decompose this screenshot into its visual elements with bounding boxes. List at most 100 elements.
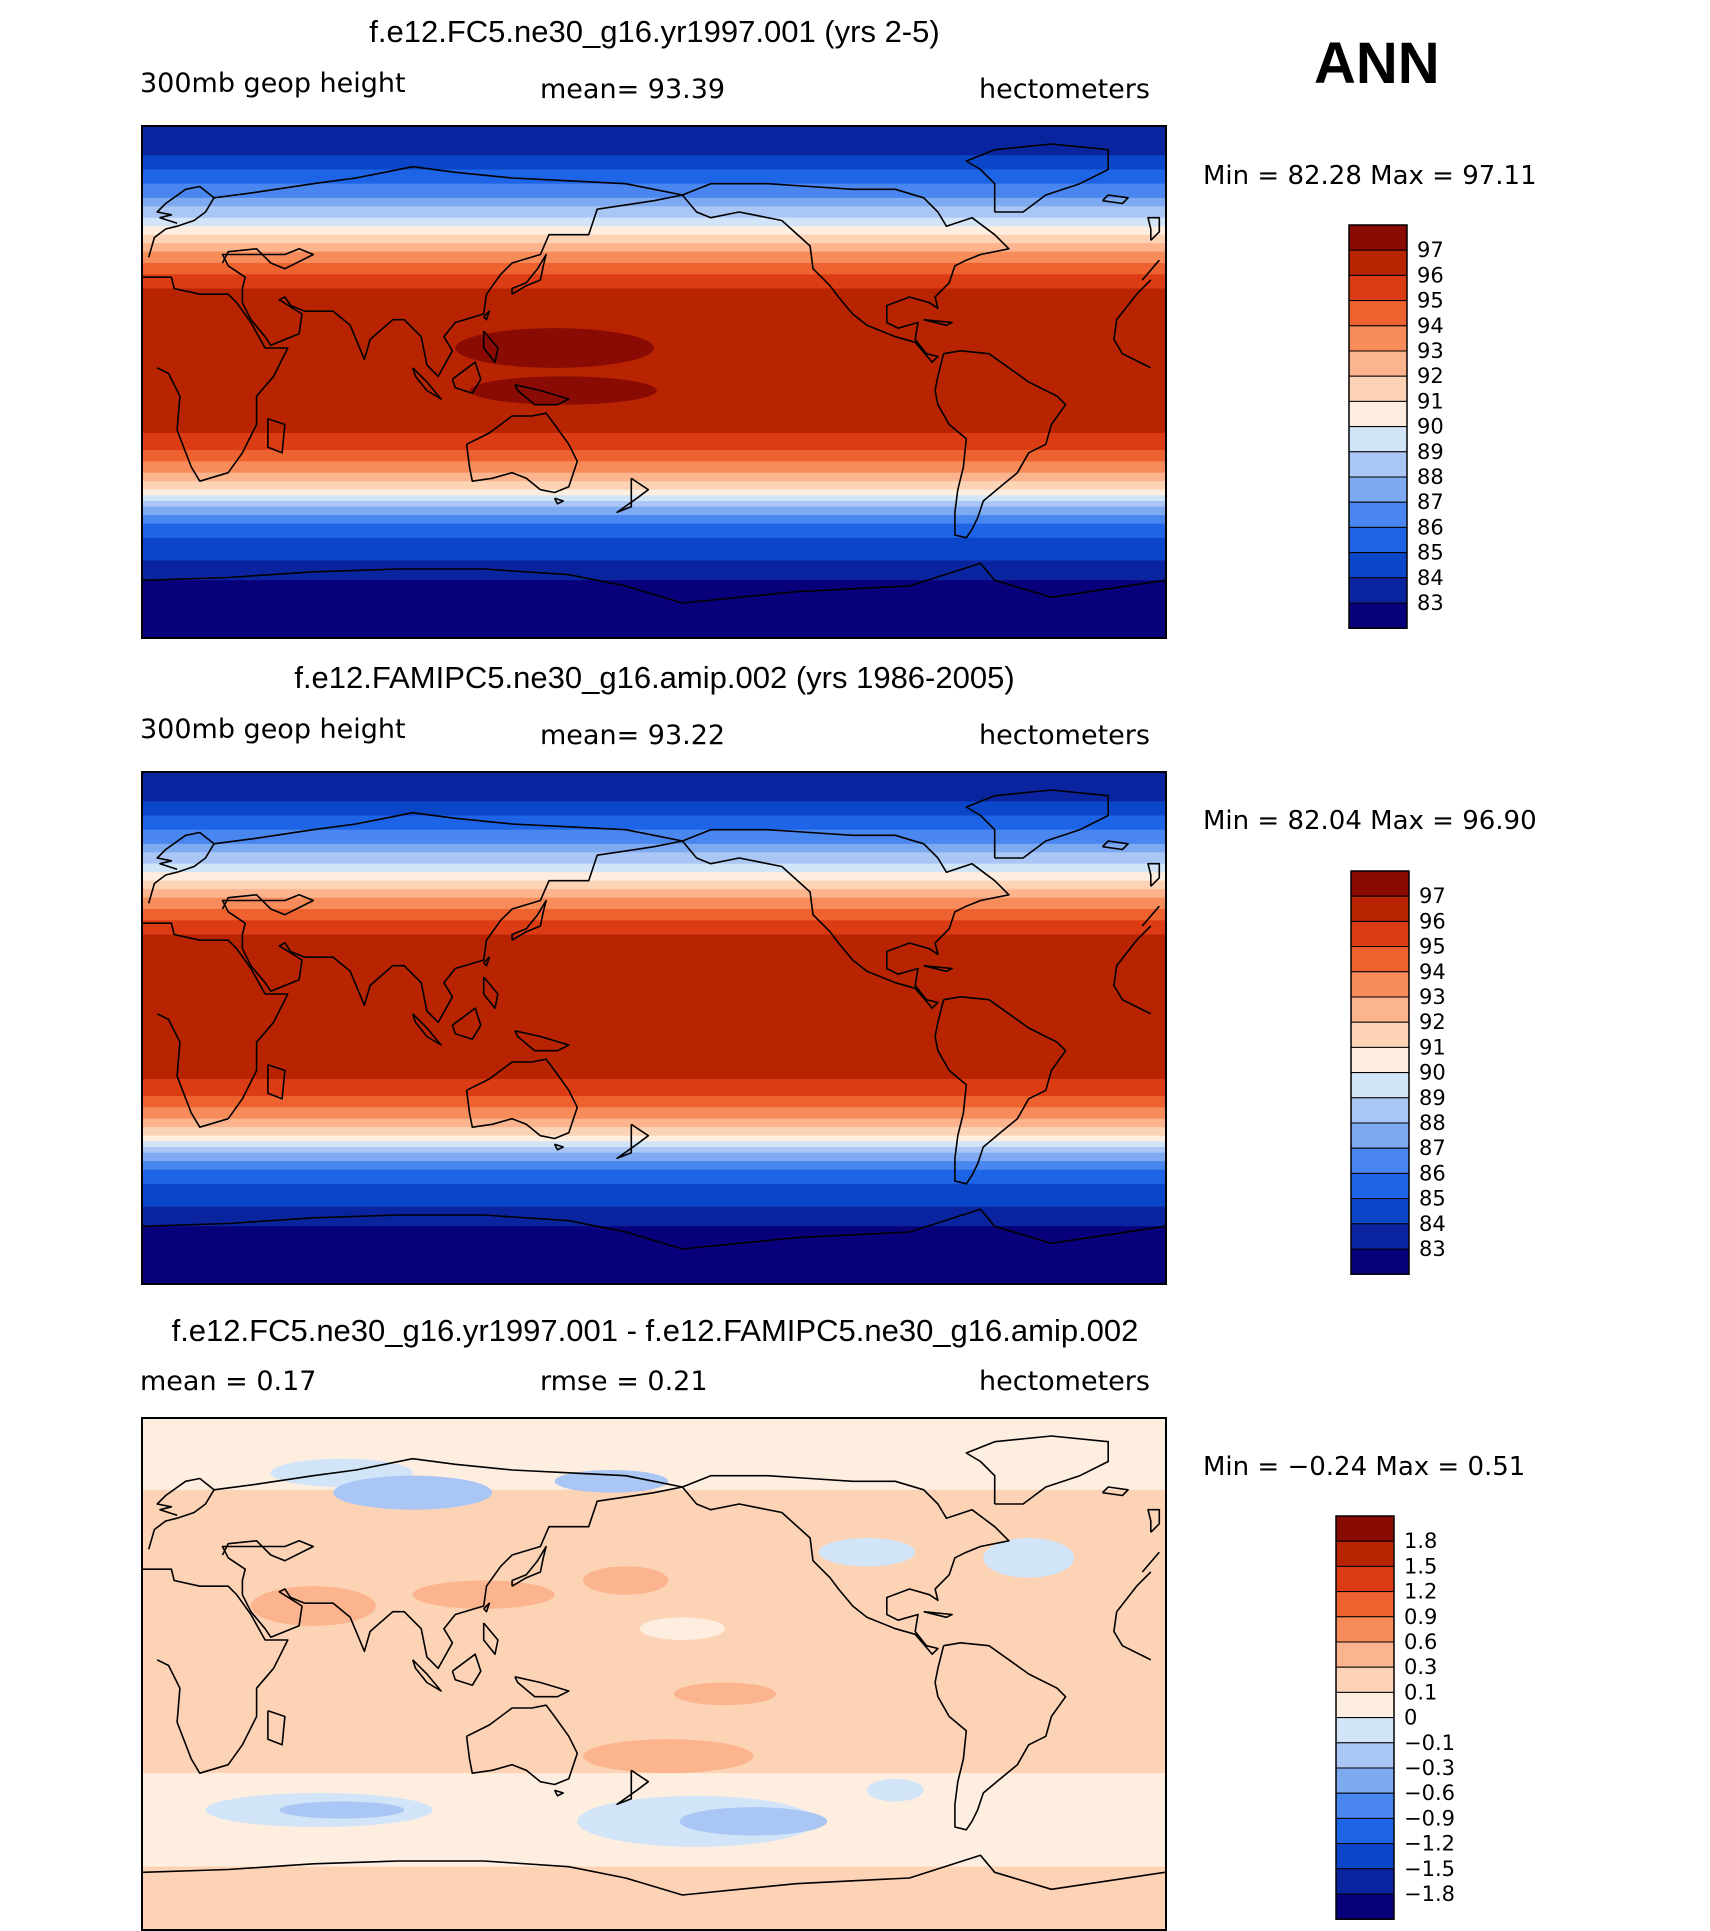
coastline bbox=[482, 330, 499, 363]
colorbar-tick-label: 87 bbox=[1417, 490, 1444, 514]
coastline bbox=[965, 789, 1109, 859]
colorbar-frame bbox=[1350, 870, 1410, 1275]
colorbar-swatch bbox=[1335, 1515, 1395, 1542]
colorbar-tick-label: 96 bbox=[1417, 263, 1444, 287]
colorbar-swatch bbox=[1335, 1817, 1395, 1845]
contour-band bbox=[143, 206, 1165, 219]
colorbar-swatch bbox=[1348, 300, 1408, 327]
coastline bbox=[616, 1769, 650, 1806]
coastline bbox=[465, 412, 579, 494]
panel-2-title: f.e12.FAMIPC5.ne30_g16.amip.002 (yrs 198… bbox=[294, 660, 1015, 695]
coastline bbox=[511, 1545, 547, 1587]
coastline bbox=[681, 1474, 1010, 1655]
coastline bbox=[1101, 840, 1129, 851]
contour-band bbox=[143, 1866, 1165, 1929]
contour-band bbox=[143, 450, 1165, 462]
contour-band bbox=[143, 897, 1165, 910]
panel-1-units-label: hectometers bbox=[979, 74, 1150, 105]
colorbar-swatch bbox=[1350, 996, 1410, 1023]
contour-band bbox=[143, 815, 1165, 831]
colorbar-tick-label: 87 bbox=[1419, 1136, 1446, 1160]
colorbar-tick-label: 0 bbox=[1404, 1706, 1417, 1730]
panel-1-minmax: Min = 82.28 Max = 97.11 bbox=[1203, 161, 1537, 191]
colorbar-swatch bbox=[1335, 1691, 1395, 1719]
contour-band bbox=[143, 909, 1165, 921]
contour-band bbox=[143, 1135, 1165, 1142]
contour-band bbox=[143, 1141, 1165, 1148]
colorbar-swatch bbox=[1350, 920, 1410, 948]
contour-band bbox=[143, 243, 1165, 253]
contour-band bbox=[143, 127, 1165, 156]
coastline bbox=[147, 1477, 1160, 1573]
colorbar-tick-label: 93 bbox=[1419, 985, 1446, 1009]
panel-1-map-svg bbox=[143, 127, 1165, 637]
coastline bbox=[143, 1568, 1152, 1774]
coastline bbox=[465, 1058, 579, 1140]
contour-band bbox=[143, 501, 1165, 508]
coastline bbox=[483, 1602, 491, 1613]
coastline bbox=[923, 318, 953, 327]
coastline bbox=[451, 1653, 482, 1687]
colorbar-tick-label: 93 bbox=[1417, 339, 1444, 363]
coastline bbox=[451, 1007, 482, 1041]
colorbar-swatch bbox=[1335, 1893, 1395, 1920]
colorbar-swatch bbox=[1350, 895, 1410, 922]
coastlines bbox=[143, 143, 1165, 604]
colorbar-frame bbox=[1335, 1515, 1395, 1920]
colorbar-tick-label: 97 bbox=[1417, 238, 1444, 262]
colorbar-swatch bbox=[1350, 1147, 1410, 1174]
coastlines bbox=[143, 1435, 1165, 1896]
coastline bbox=[923, 964, 953, 973]
coastline bbox=[681, 828, 1010, 1009]
coastline bbox=[965, 1435, 1109, 1505]
coastline bbox=[934, 996, 1067, 1185]
colorbar-swatch bbox=[1348, 526, 1408, 554]
colorbar-tick-label: 0.6 bbox=[1404, 1630, 1437, 1654]
contour-band bbox=[143, 183, 1165, 199]
contour-anomaly bbox=[250, 1586, 376, 1626]
colorbar-swatch bbox=[1348, 400, 1408, 428]
coastline bbox=[267, 418, 286, 454]
colorbar-swatch bbox=[1348, 476, 1408, 503]
colorbar-tick-label: 86 bbox=[1419, 1161, 1446, 1185]
colorbar-tick-label: 88 bbox=[1417, 465, 1444, 489]
colorbar-tick-label: −1.2 bbox=[1404, 1832, 1455, 1856]
panel-2-units-label: hectometers bbox=[979, 720, 1150, 751]
contour-anomaly bbox=[818, 1538, 916, 1567]
colorbar-swatch bbox=[1350, 1122, 1410, 1149]
colorbar-tick-label: 85 bbox=[1419, 1187, 1446, 1211]
coastline bbox=[411, 1659, 442, 1692]
contour-band bbox=[143, 1226, 1165, 1283]
coastline bbox=[147, 185, 1160, 281]
colorbar-tick-label: 92 bbox=[1417, 364, 1444, 388]
contour-band bbox=[143, 274, 1165, 289]
coastline bbox=[681, 182, 1010, 363]
coastline bbox=[451, 361, 482, 395]
colorbar-swatch bbox=[1350, 870, 1410, 897]
colorbar-swatch bbox=[1350, 1248, 1410, 1275]
coastline bbox=[213, 1457, 684, 1670]
contour-band bbox=[143, 889, 1165, 899]
panel-2-mean-label: mean= 93.22 bbox=[540, 720, 726, 751]
panel-2-variable-label: 300mb geop height bbox=[140, 714, 406, 745]
colorbar-swatch bbox=[1350, 1198, 1410, 1225]
coastlines bbox=[143, 789, 1165, 1250]
contour-band bbox=[143, 288, 1165, 434]
colorbar-swatch bbox=[1335, 1742, 1395, 1769]
contour-anomaly bbox=[639, 1617, 725, 1640]
coastline bbox=[514, 1676, 570, 1698]
colorbar-swatch bbox=[1348, 274, 1408, 302]
coastline bbox=[1147, 1508, 1161, 1533]
colorbar-tick-label: −0.1 bbox=[1404, 1731, 1455, 1755]
coastline bbox=[143, 922, 1152, 1128]
contour-band bbox=[143, 537, 1165, 561]
coastline bbox=[1147, 862, 1161, 887]
contour-band bbox=[143, 169, 1165, 185]
colorbar-tick-label: 90 bbox=[1417, 415, 1444, 439]
panel-3-title: f.e12.FC5.ne30_g16.yr1997.001 - f.e12.FA… bbox=[171, 1313, 1139, 1348]
colorbar-tick-label: 86 bbox=[1417, 515, 1444, 539]
contour-band bbox=[143, 934, 1165, 1080]
colorbar-tick-label: 83 bbox=[1417, 591, 1444, 615]
coastline bbox=[965, 143, 1109, 213]
